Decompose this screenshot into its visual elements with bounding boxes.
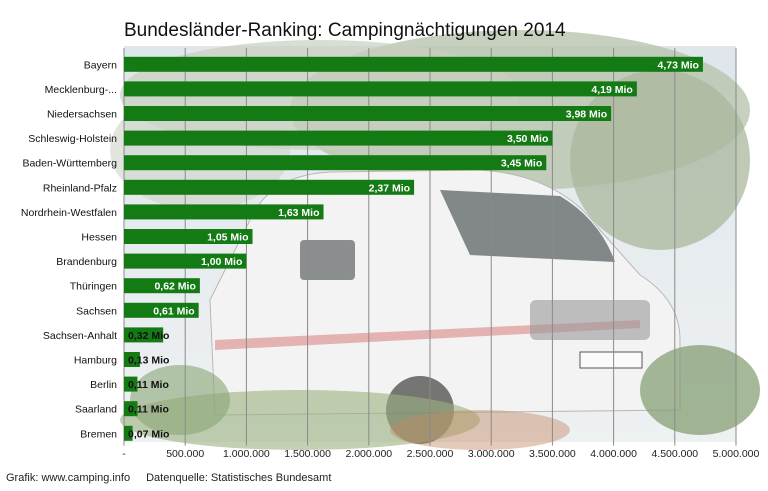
footer-credit: Grafik: www.camping.info xyxy=(6,472,131,484)
category-label: Nordrhein-Westfalen xyxy=(21,207,117,219)
footer: Grafik: www.camping.info Datenquelle: Sta… xyxy=(6,472,331,484)
category-label: Bayern xyxy=(84,59,117,71)
chart-title: Bundesländer-Ranking: Campingnächtigunge… xyxy=(124,20,566,41)
x-tick-label: 3.500.000 xyxy=(529,448,576,460)
data-label: 2,37 Mio xyxy=(369,182,410,194)
x-tick-label: 3.000.000 xyxy=(468,448,515,460)
data-label: 0,11 Mio xyxy=(128,404,169,416)
x-tick-label: 1.500.000 xyxy=(284,448,331,460)
x-tick-label: 4.000.000 xyxy=(590,448,637,460)
data-label: 0,11 Mio xyxy=(128,379,169,391)
x-tick-label: - xyxy=(122,448,126,460)
data-label: 0,61 Mio xyxy=(153,305,194,317)
bar xyxy=(124,253,247,269)
category-label: Hamburg xyxy=(74,355,117,367)
bar xyxy=(124,179,415,195)
category-label: Schleswig-Holstein xyxy=(28,133,117,145)
bar xyxy=(124,352,140,367)
bar xyxy=(124,327,164,343)
category-label: Bremen xyxy=(80,428,117,440)
bar xyxy=(124,401,138,417)
category-label: Baden-Württemberg xyxy=(22,158,117,170)
category-label: Sachsen xyxy=(76,305,117,317)
bar xyxy=(124,376,138,392)
category-label: Mecklenburg-... xyxy=(45,84,117,96)
x-tick-label: 5.000.000 xyxy=(713,448,760,460)
bar xyxy=(124,204,324,220)
x-tick-label: 2.000.000 xyxy=(345,448,392,460)
data-label: 1,05 Mio xyxy=(207,232,248,244)
category-label: Thüringen xyxy=(70,281,117,293)
bar xyxy=(124,106,612,121)
category-label: Niedersachsen xyxy=(47,109,117,121)
bar xyxy=(124,229,253,244)
data-label: 0,32 Mio xyxy=(128,330,169,342)
data-label: 0,07 Mio xyxy=(128,428,169,440)
category-label: Rheinland-Pfalz xyxy=(43,182,117,194)
category-label: Sachsen-Anhalt xyxy=(43,330,117,342)
data-label: 4,73 Mio xyxy=(658,59,699,71)
data-label: 1,00 Mio xyxy=(201,256,242,268)
data-label: 0,62 Mio xyxy=(154,281,195,293)
data-label: 4,19 Mio xyxy=(591,84,632,96)
data-label: 3,45 Mio xyxy=(501,158,542,170)
data-label: 3,98 Mio xyxy=(566,109,607,121)
footer-source: Datenquelle: Statistisches Bundesamt xyxy=(146,472,332,484)
bar xyxy=(124,302,199,318)
category-label: Hessen xyxy=(81,232,117,244)
category-label: Berlin xyxy=(90,379,117,391)
bar xyxy=(124,56,703,72)
bar xyxy=(124,155,547,171)
x-tick-label: 500.000 xyxy=(166,448,204,460)
x-tick-label: 1.000.000 xyxy=(223,448,270,460)
category-label: Saarland xyxy=(75,404,117,416)
x-tick-label: 2.500.000 xyxy=(407,448,454,460)
bar xyxy=(124,130,553,146)
data-label: 0,13 Mio xyxy=(128,355,169,367)
bar xyxy=(124,278,200,294)
x-tick-label: 4.500.000 xyxy=(651,448,698,460)
category-label: Brandenburg xyxy=(56,256,117,268)
data-label: 1,63 Mio xyxy=(278,207,319,219)
data-label: 3,50 Mio xyxy=(507,133,548,145)
bar xyxy=(124,425,133,441)
bar xyxy=(124,81,637,97)
